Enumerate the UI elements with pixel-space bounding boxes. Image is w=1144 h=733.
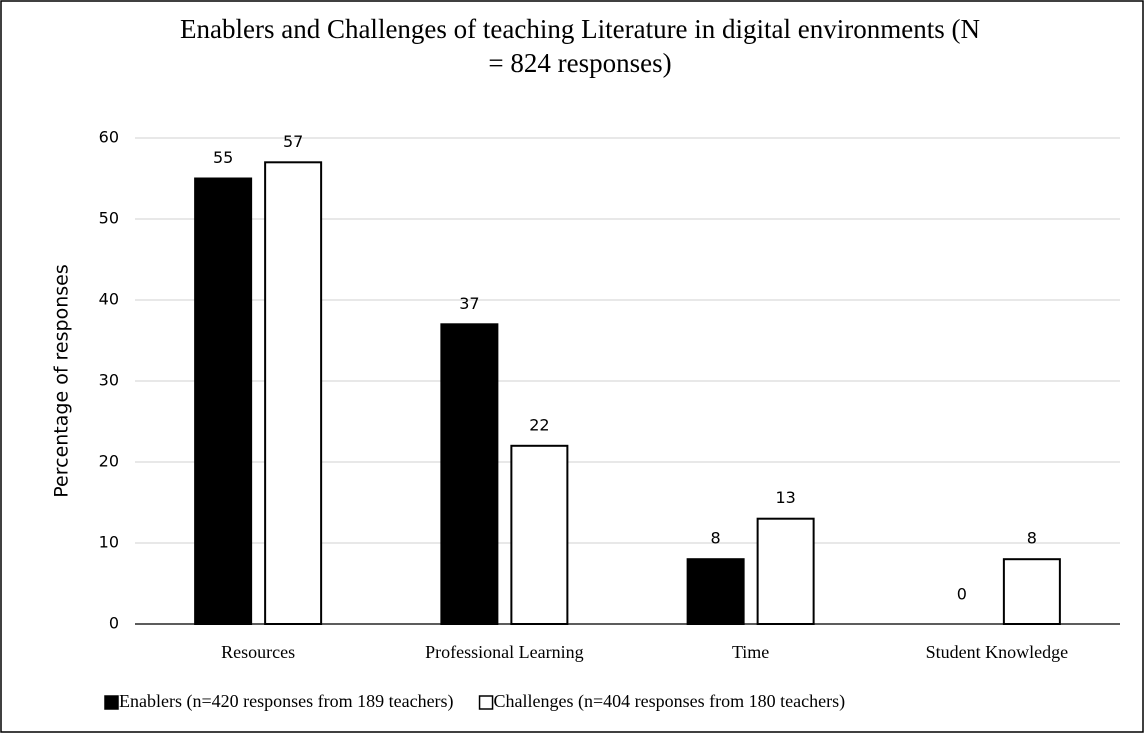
y-tick-label: 50 bbox=[99, 209, 119, 228]
x-tick-label: Professional Learning bbox=[425, 642, 583, 662]
y-tick-label: 40 bbox=[99, 290, 119, 309]
data-label: 55 bbox=[213, 148, 233, 167]
data-label: 8 bbox=[711, 529, 721, 548]
y-tick-label: 10 bbox=[99, 533, 119, 552]
chart-title: Enablers and Challenges of teaching Lite… bbox=[180, 14, 980, 78]
data-label: 13 bbox=[775, 488, 795, 507]
data-label: 22 bbox=[529, 415, 549, 434]
y-tick-label: 60 bbox=[99, 128, 119, 147]
bar bbox=[194, 177, 253, 625]
data-label: 57 bbox=[283, 132, 303, 151]
legend-label: Enablers (n=420 responses from 189 teach… bbox=[119, 691, 454, 712]
data-label: 0 bbox=[957, 585, 967, 604]
bar bbox=[1002, 558, 1061, 626]
y-tick-label: 0 bbox=[109, 614, 119, 633]
data-label: 37 bbox=[459, 294, 479, 313]
legend-marker bbox=[478, 695, 494, 710]
x-tick-label: Time bbox=[732, 642, 769, 662]
legend-label: Challenges (n=404 responses from 180 tea… bbox=[494, 691, 846, 712]
x-tick-label: Resources bbox=[221, 642, 295, 662]
bar bbox=[756, 517, 815, 626]
y-axis-label: Percentage of responses bbox=[51, 264, 73, 497]
bar bbox=[686, 558, 745, 626]
legend-marker bbox=[104, 695, 119, 710]
bar bbox=[510, 444, 569, 625]
bar bbox=[264, 161, 323, 626]
data-label: 8 bbox=[1027, 529, 1037, 548]
x-tick-label: Student Knowledge bbox=[926, 642, 1068, 662]
y-tick-label: 30 bbox=[99, 371, 119, 390]
bar bbox=[440, 323, 499, 625]
y-tick-label: 20 bbox=[99, 452, 119, 471]
